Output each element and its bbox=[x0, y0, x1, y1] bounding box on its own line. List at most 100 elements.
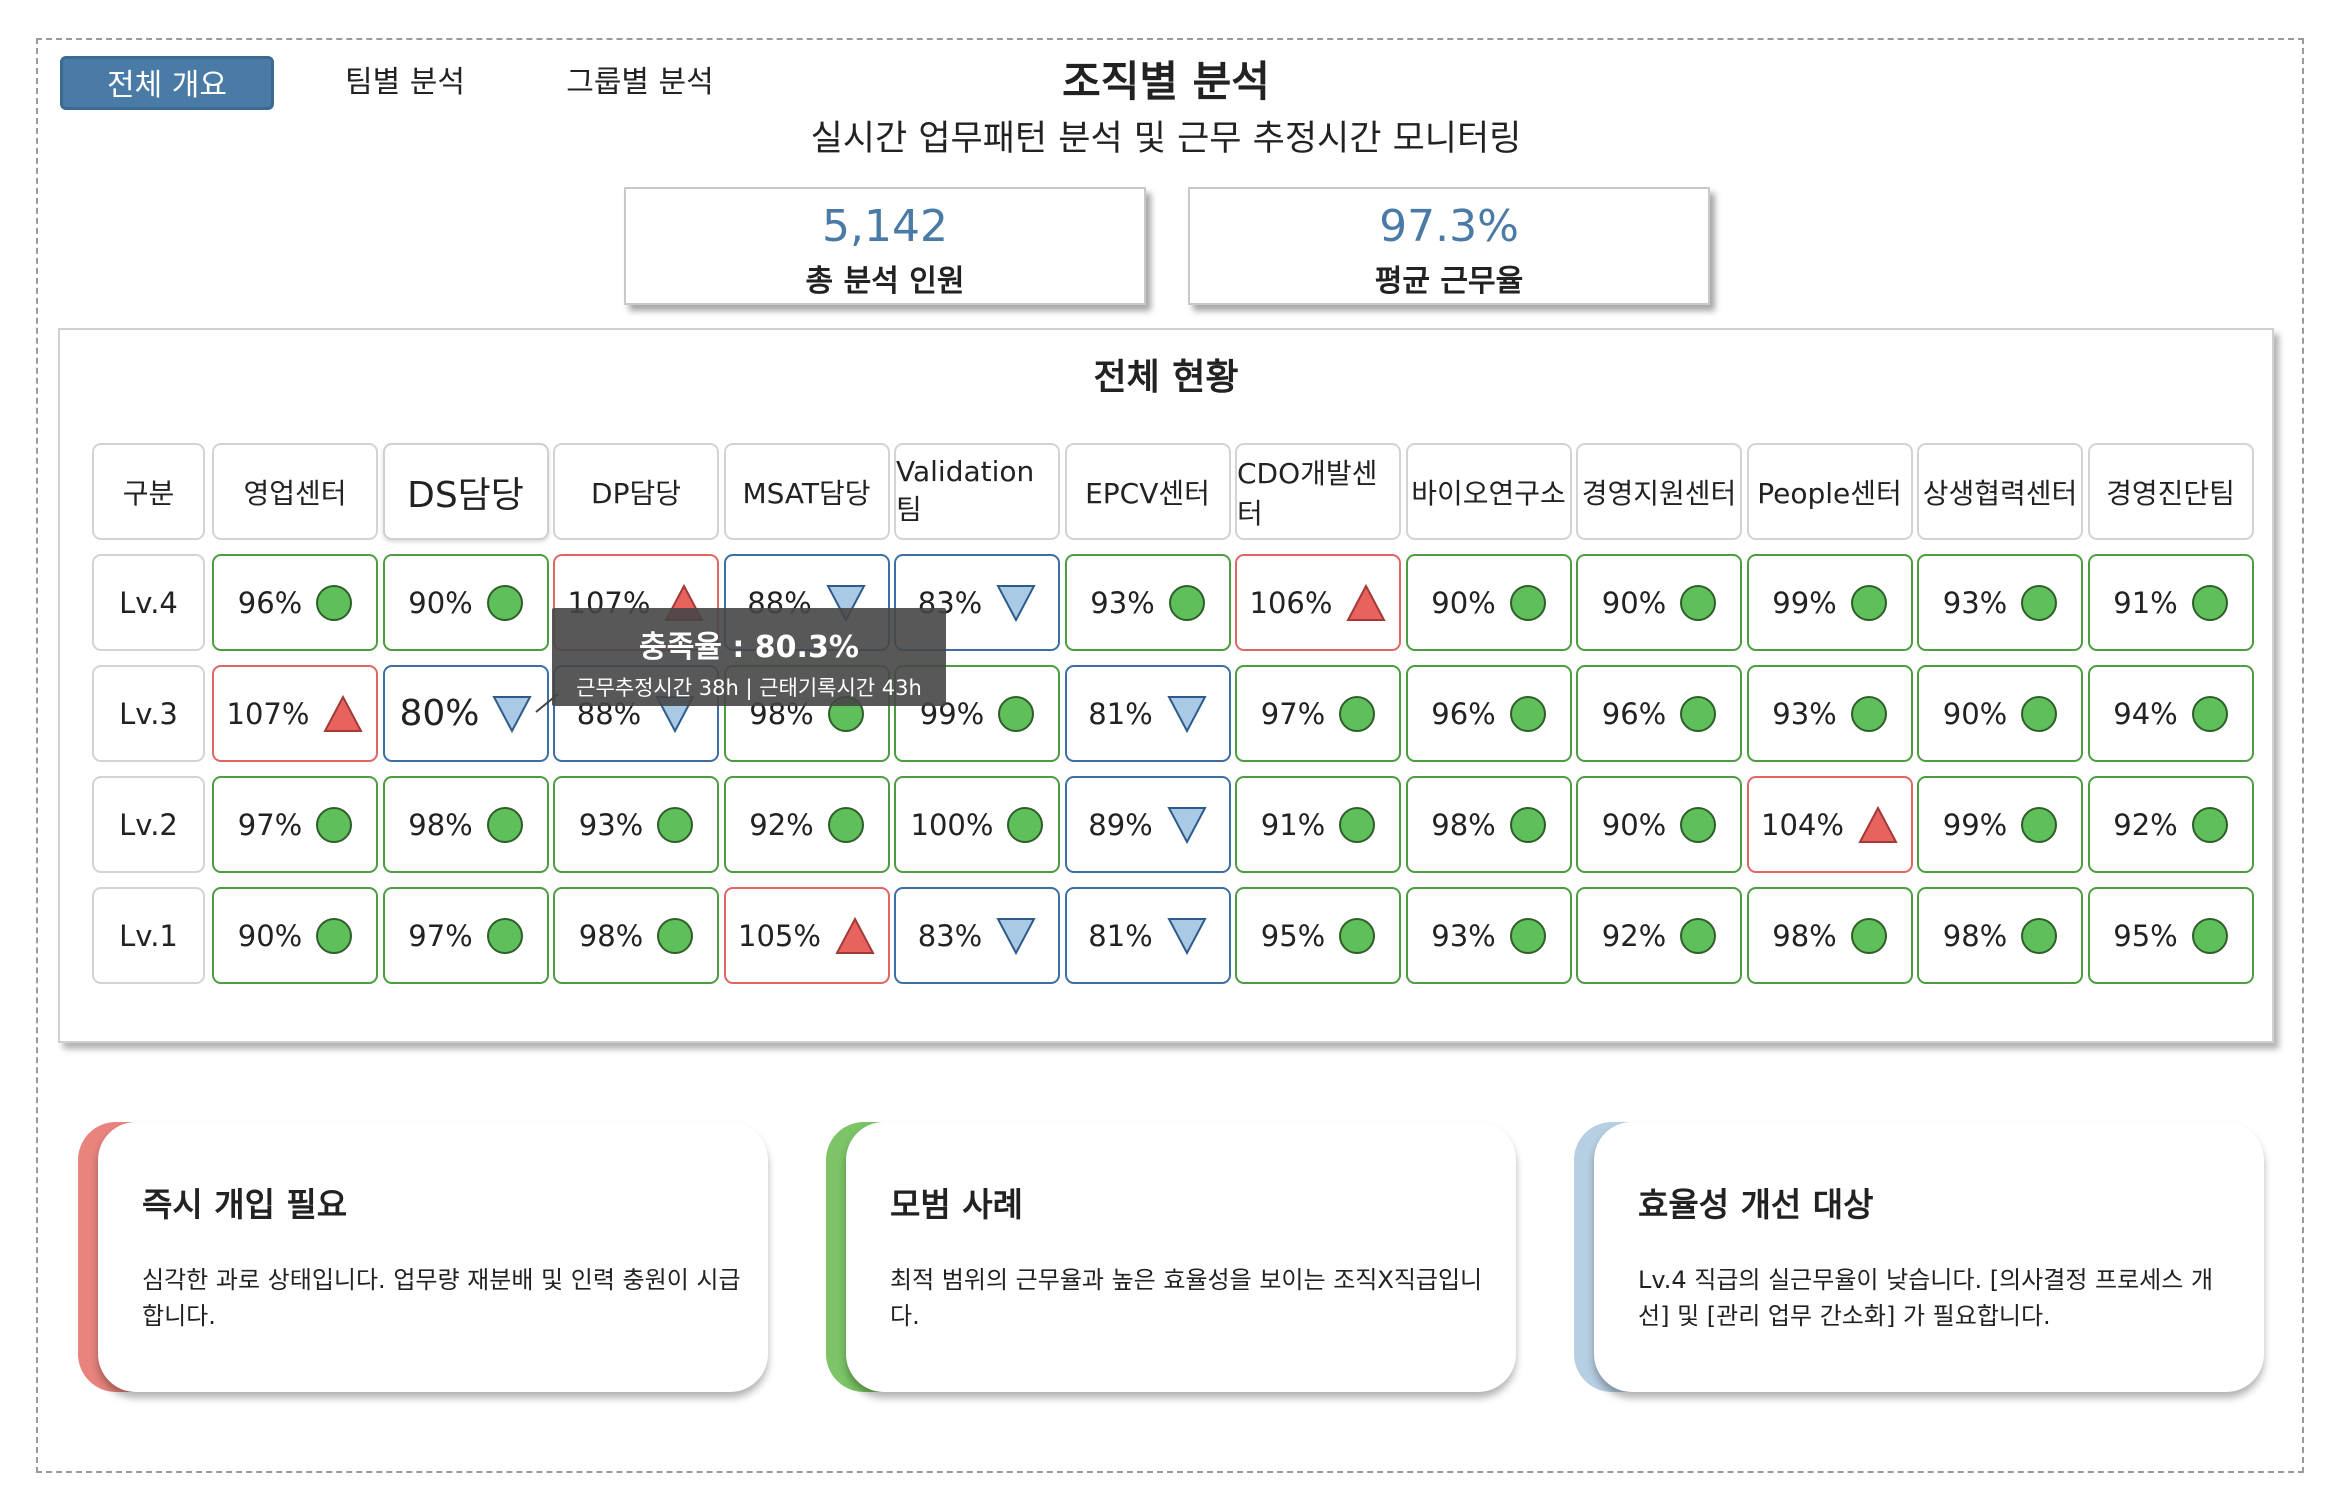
status-cell[interactable]: 90% bbox=[1576, 554, 1742, 651]
status-cell[interactable]: 98% bbox=[1917, 887, 2083, 984]
status-cell[interactable]: 80% bbox=[382, 665, 549, 762]
status-cell[interactable]: 97% bbox=[1235, 665, 1401, 762]
status-cell[interactable]: 98% bbox=[1746, 887, 1913, 984]
under-triangle-down-icon bbox=[1167, 806, 1207, 844]
column-header[interactable]: MSAT담당 bbox=[723, 443, 890, 540]
column-header[interactable]: Validation팀 bbox=[894, 443, 1060, 540]
tab-team-analysis[interactable]: 팀별 분석 bbox=[345, 65, 465, 100]
alert-card-intervention[interactable]: 즉시 개입 필요 심각한 과로 상태입니다. 업무량 재분배 및 인력 충원이 … bbox=[98, 1122, 768, 1392]
cell-value: 92% bbox=[1601, 918, 1667, 953]
column-header[interactable]: People센터 bbox=[1746, 443, 1913, 540]
status-cell[interactable]: 99% bbox=[1917, 776, 2083, 873]
ok-circle-icon bbox=[1168, 584, 1205, 621]
card-body: 최적 범위의 근무율과 높은 효율성을 보이는 조직X직급입니다. bbox=[890, 1266, 1483, 1330]
cell-value: 93% bbox=[1772, 696, 1837, 731]
cell-value: 81% bbox=[1088, 696, 1153, 731]
cell-value: 98% bbox=[1942, 918, 2008, 953]
status-cell[interactable]: 81% bbox=[1064, 665, 1231, 762]
tab-group-analysis[interactable]: 그룹별 분석 bbox=[566, 65, 714, 100]
column-header[interactable]: 영업센터 bbox=[212, 443, 378, 540]
ok-circle-icon bbox=[1007, 806, 1044, 843]
status-cell[interactable]: 83% bbox=[894, 887, 1060, 984]
column-header[interactable]: EPCV센터 bbox=[1064, 443, 1231, 540]
cell-value: 92% bbox=[2113, 807, 2178, 842]
ok-circle-icon bbox=[827, 806, 864, 843]
status-cell[interactable]: 93% bbox=[1746, 665, 1913, 762]
status-cell[interactable]: 92% bbox=[723, 776, 890, 873]
status-cell[interactable]: 99% bbox=[894, 665, 1060, 762]
ok-circle-icon bbox=[2021, 695, 2058, 732]
status-cell[interactable]: 91% bbox=[1235, 776, 1401, 873]
status-cell[interactable]: 107% bbox=[212, 665, 378, 762]
ok-circle-icon bbox=[2191, 917, 2228, 954]
dashboard-frame bbox=[36, 38, 2304, 1473]
status-cell[interactable]: 106% bbox=[1235, 554, 1401, 651]
ok-circle-icon bbox=[486, 917, 523, 954]
status-cell[interactable]: 90% bbox=[382, 554, 549, 651]
page-subtitle: 실시간 업무패턴 분석 및 근무 추정시간 모니터링 bbox=[810, 119, 1522, 159]
alert-card-efficiency[interactable]: 효율성 개선 대상 Lv.4 직급의 실근무율이 낮습니다. [의사결정 프로세… bbox=[1594, 1122, 2264, 1392]
card-title: 효율성 개선 대상 bbox=[1638, 1185, 1874, 1224]
over-triangle-up-icon bbox=[835, 916, 875, 954]
ok-circle-icon bbox=[1509, 695, 1546, 732]
row-level-label: Lv.2 bbox=[92, 776, 205, 873]
cell-value: 94% bbox=[2113, 696, 2178, 731]
status-cell[interactable]: 95% bbox=[2087, 887, 2254, 984]
status-cell[interactable]: 90% bbox=[1405, 554, 1572, 651]
kpi-label: 총 분석 인원 bbox=[805, 264, 965, 299]
tab-overview[interactable]: 전체 개요 bbox=[60, 56, 274, 110]
ok-circle-icon bbox=[2021, 806, 2058, 843]
ok-circle-icon bbox=[1680, 917, 1717, 954]
status-cell[interactable]: 93% bbox=[553, 776, 719, 873]
ok-circle-icon bbox=[2191, 695, 2228, 732]
column-header[interactable]: DP담당 bbox=[553, 443, 719, 540]
status-cell[interactable]: 104% bbox=[1746, 776, 1913, 873]
cell-value: 98% bbox=[1431, 807, 1496, 842]
ok-circle-icon bbox=[1680, 584, 1717, 621]
alert-card-best-practice[interactable]: 모범 사례 최적 범위의 근무율과 높은 효율성을 보이는 조직X직급입니다. bbox=[846, 1122, 1516, 1392]
under-triangle-down-icon bbox=[826, 584, 866, 622]
column-header[interactable]: CDO개발센터 bbox=[1235, 443, 1401, 540]
status-cell[interactable]: 90% bbox=[1917, 665, 2083, 762]
ok-circle-icon bbox=[2021, 584, 2058, 621]
cell-value: 89% bbox=[1088, 807, 1153, 842]
ok-circle-icon bbox=[998, 695, 1035, 732]
status-cell[interactable]: 93% bbox=[1405, 887, 1572, 984]
ok-circle-icon bbox=[316, 584, 353, 621]
status-cell[interactable]: 81% bbox=[1064, 887, 1231, 984]
status-cell[interactable]: 93% bbox=[1917, 554, 2083, 651]
row-level-label: Lv.3 bbox=[92, 665, 205, 762]
ok-circle-icon bbox=[316, 917, 353, 954]
status-cell[interactable]: 100% bbox=[894, 776, 1060, 873]
card-body: 심각한 과로 상태입니다. 업무량 재분배 및 인력 충원이 시급합니다. bbox=[142, 1266, 741, 1330]
status-cell[interactable]: 96% bbox=[1576, 665, 1742, 762]
status-cell[interactable]: 98% bbox=[382, 776, 549, 873]
status-cell[interactable]: 93% bbox=[1064, 554, 1231, 651]
status-cell[interactable]: 91% bbox=[2087, 554, 2254, 651]
status-cell[interactable]: 92% bbox=[2087, 776, 2254, 873]
column-header[interactable]: 바이오연구소 bbox=[1405, 443, 1572, 540]
status-cell[interactable]: 97% bbox=[212, 776, 378, 873]
status-cell[interactable]: 96% bbox=[212, 554, 378, 651]
cell-value: 91% bbox=[1260, 807, 1326, 842]
status-cell[interactable]: 92% bbox=[1576, 887, 1742, 984]
status-cell[interactable]: 98% bbox=[553, 887, 719, 984]
cell-value: 97% bbox=[408, 918, 473, 953]
status-cell[interactable]: 105% bbox=[723, 887, 890, 984]
cell-value: 98% bbox=[1772, 918, 1837, 953]
ok-circle-icon bbox=[1509, 584, 1546, 621]
status-cell[interactable]: 90% bbox=[1576, 776, 1742, 873]
column-header[interactable]: 경영진단팀 bbox=[2087, 443, 2254, 540]
column-header[interactable]: 상생협력센터 bbox=[1917, 443, 2083, 540]
status-cell[interactable]: 89% bbox=[1064, 776, 1231, 873]
status-cell[interactable]: 94% bbox=[2087, 665, 2254, 762]
status-cell[interactable]: 96% bbox=[1405, 665, 1572, 762]
column-header[interactable]: DS담당 bbox=[382, 443, 549, 540]
column-header[interactable]: 경영지원센터 bbox=[1576, 443, 1742, 540]
status-cell[interactable]: 95% bbox=[1235, 887, 1401, 984]
under-triangle-down-icon bbox=[1167, 695, 1207, 733]
status-cell[interactable]: 97% bbox=[382, 887, 549, 984]
status-cell[interactable]: 99% bbox=[1746, 554, 1913, 651]
status-cell[interactable]: 90% bbox=[212, 887, 378, 984]
status-cell[interactable]: 98% bbox=[1405, 776, 1572, 873]
